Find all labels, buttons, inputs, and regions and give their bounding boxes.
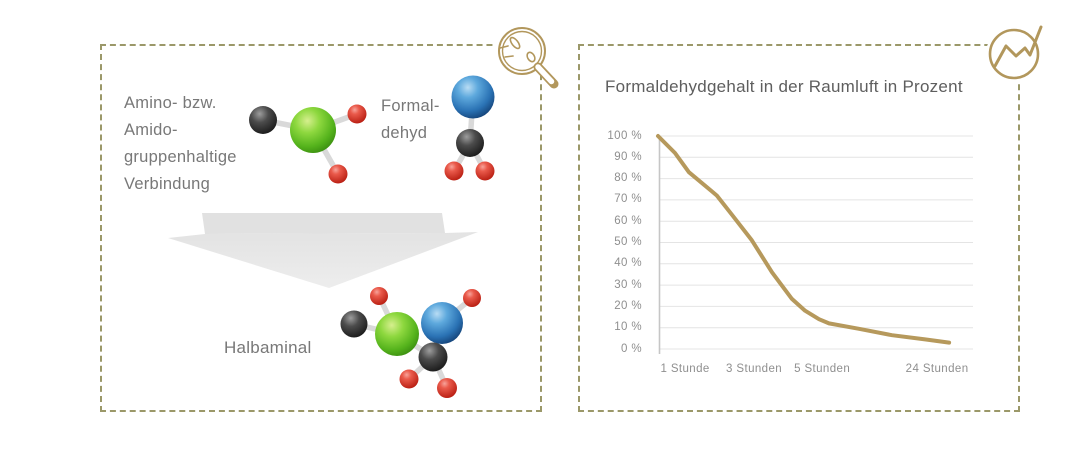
atom-red [475, 161, 495, 181]
atom-red [328, 164, 348, 184]
reactant-label: Amino- bzw. Amido- gruppenhaltige Verbin… [124, 90, 237, 198]
reaction-arrow-down-icon [168, 213, 478, 288]
y-axis-tick-label: 0 % [620, 342, 642, 355]
reaction-panel: Amino- bzw. Amido- gruppenhaltige Verbin… [100, 44, 542, 412]
atom-black [249, 106, 277, 134]
formaldehyde-label: Formal- dehyd [381, 93, 440, 147]
y-axis-tick-label: 40 % [614, 257, 642, 270]
atom-black [340, 310, 368, 338]
chart-title: Formaldehydgehalt in der Raumluft in Pro… [605, 77, 963, 96]
molecule-halbaminal [340, 287, 481, 398]
reactant-label-line: Amido- [124, 121, 178, 139]
y-axis-tick-label: 60 % [614, 214, 642, 227]
magnifier-molecules-icon [493, 22, 559, 89]
line-chart [656, 134, 973, 355]
atom-red [347, 104, 367, 124]
atom-red [399, 369, 419, 389]
y-axis-tick-label: 30 % [614, 278, 642, 291]
atom-red [463, 289, 481, 307]
atom-black [456, 129, 484, 157]
formaldehyde-label-line: Formal- [381, 97, 440, 115]
atom-green [290, 107, 336, 153]
atom-red [437, 378, 457, 398]
reactant-label-line: Amino- bzw. [124, 94, 217, 112]
molecule-amino-compound [249, 104, 367, 184]
product-label: Halbaminal [224, 338, 312, 357]
atom-red [444, 161, 464, 181]
chart-line-series [656, 134, 952, 345]
atom-blue [421, 302, 463, 344]
formaldehyde-label-line: dehyd [381, 124, 428, 142]
y-axis-tick-label: 70 % [614, 193, 642, 206]
y-axis-tick-label: 50 % [614, 236, 642, 248]
trend-line-icon [986, 25, 1043, 82]
atom-red [370, 287, 388, 305]
y-axis-tick-label: 10 % [614, 321, 642, 334]
x-axis-tick-label: 24 Stunden [905, 363, 969, 375]
y-axis-tick-label: 100 % [607, 129, 642, 142]
atom-black [418, 342, 448, 372]
chart-panel: Formaldehydgehalt in der Raumluft in Pro… [578, 44, 1020, 412]
x-axis-tick-label: 1 Stunde [660, 363, 710, 375]
atom-green [375, 312, 419, 356]
molecule-formaldehyde [444, 75, 495, 181]
x-axis-tick-label: 3 Stunden [726, 363, 783, 375]
x-axis-tick-label: 5 Stunden [794, 363, 851, 375]
reactant-label-line: gruppenhaltige [124, 148, 237, 166]
reactant-label-line: Verbindung [124, 175, 210, 193]
y-axis-tick-label: 90 % [614, 150, 642, 163]
y-axis-tick-label: 80 % [614, 172, 642, 185]
y-axis-tick-label: 20 % [614, 299, 642, 312]
atom-blue [451, 75, 495, 119]
